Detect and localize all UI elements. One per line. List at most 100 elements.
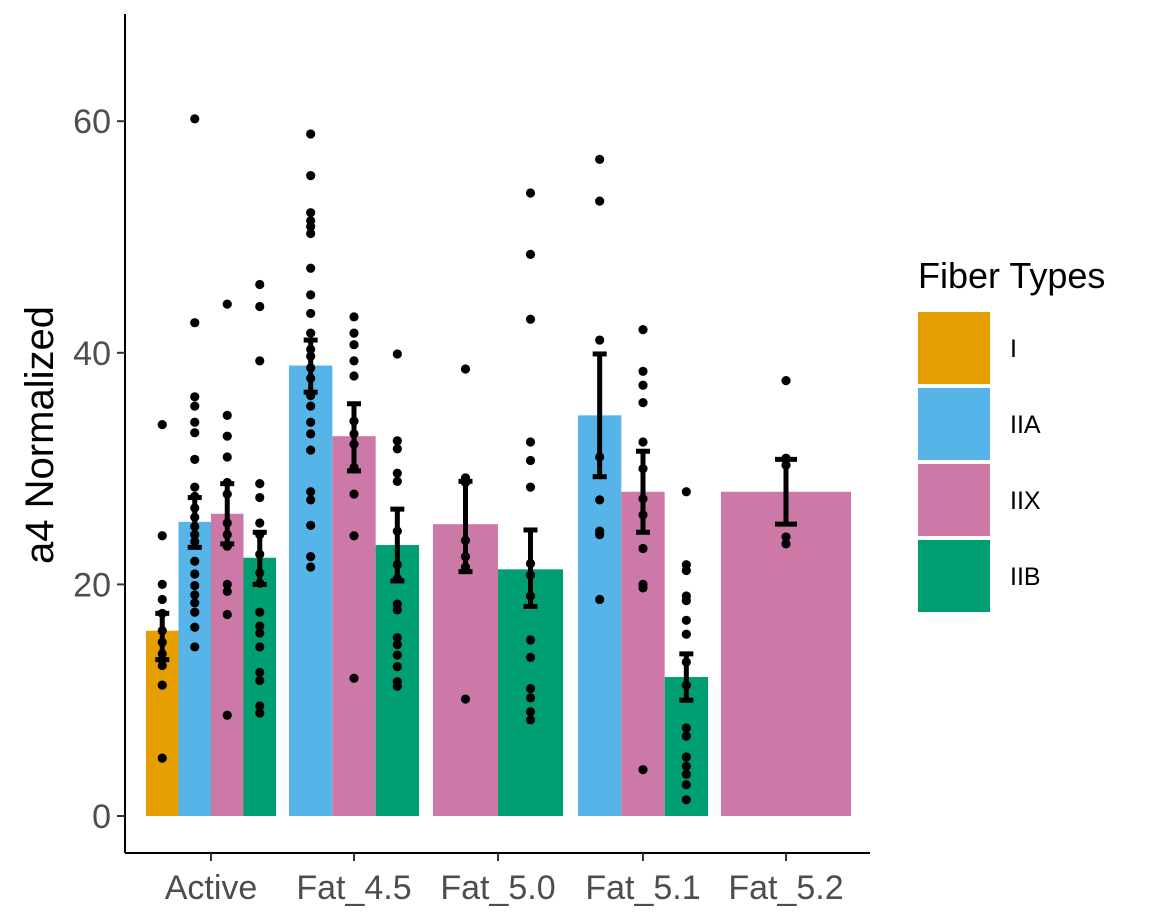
point-active-iia-18: [190, 598, 200, 608]
point-fat-4-5-iib-3: [392, 468, 402, 478]
point-fat-5-0-iib-3: [525, 437, 536, 447]
x-tick-label-fat_4.5: Fat_4.5: [296, 869, 411, 907]
legend-swatch-i: [918, 312, 990, 384]
point-active-iia-12: [190, 530, 200, 540]
point-fat-4-5-iia-19: [306, 487, 316, 497]
legend-label-iix: IIX: [1010, 487, 1041, 515]
point-fat-5-0-iib-1: [525, 249, 536, 259]
point-fat-4-5-iia-22: [306, 552, 316, 562]
bar-active-iib: [243, 557, 276, 816]
point-active-i-0: [157, 420, 167, 430]
point-active-iib-9: [255, 578, 265, 588]
point-fat-5-1-iib-2: [681, 565, 691, 576]
legend-label-iia: IIA: [1010, 411, 1041, 439]
point-fat-4-5-iib-13: [392, 662, 402, 672]
point-fat-5-0-iib-7: [525, 570, 536, 580]
axes: 0 20 40 60 Active Fat_4.5 Fat_5.0 Fat_5.1 Fat_5.…: [73, 14, 870, 907]
point-fat-5-1-iix-4: [638, 437, 648, 447]
point-active-iib-7: [255, 549, 265, 559]
legend-swatch-iia: [918, 388, 990, 460]
point-fat-4-5-iib-4: [392, 476, 402, 486]
point-active-iix-5: [222, 489, 232, 499]
point-fat-5-1-iix-11: [638, 765, 648, 775]
legend-item-iix: IIX: [918, 464, 1041, 536]
point-fat-4-5-iib-11: [392, 640, 402, 650]
point-active-iix-11: [222, 609, 232, 620]
bar-active-iia: [178, 521, 211, 816]
point-fat-4-5-iib-7: [392, 574, 402, 584]
point-active-iix-3: [222, 452, 232, 462]
point-fat-5-0-iix-5: [460, 562, 471, 572]
point-active-iia-2: [190, 392, 200, 402]
point-active-i-8: [157, 660, 167, 671]
point-fat-4-5-iib-12: [392, 650, 402, 660]
point-active-iia-10: [190, 512, 200, 522]
point-fat-5-2-iix-3: [781, 532, 791, 542]
y-tick-label-0: 0: [92, 798, 111, 836]
point-fat-5-1-iib-11: [681, 752, 691, 762]
point-active-iix-6: [222, 518, 232, 528]
point-fat-5-2-iix-0: [781, 375, 791, 386]
point-active-iia-1: [190, 318, 200, 328]
legend-item-iib: IIB: [918, 540, 1041, 612]
point-fat-5-1-iix-7: [638, 510, 648, 520]
point-fat-4-5-iia-15: [306, 401, 316, 411]
point-active-i-9: [157, 680, 167, 690]
point-fat-4-5-iia-2: [306, 208, 316, 218]
point-active-iia-6: [190, 454, 200, 464]
point-active-iia-5: [190, 428, 200, 438]
point-fat-5-0-iix-6: [460, 694, 471, 704]
point-active-iib-12: [255, 628, 265, 638]
point-fat-5-0-iix-4: [460, 552, 471, 562]
point-fat-4-5-iib-2: [392, 444, 402, 454]
point-fat-5-0-iix-2: [460, 477, 471, 488]
point-fat-4-5-iia-14: [306, 391, 316, 401]
point-fat-5-0-iib-13: [525, 707, 536, 717]
point-fat-4-5-iib-10: [392, 633, 402, 643]
point-active-iib-11: [255, 621, 265, 631]
x-tick-label-fat_5.1: Fat_5.1: [585, 869, 700, 907]
point-fat-5-0-iib-9: [525, 635, 536, 645]
point-fat-4-5-iia-4: [306, 221, 316, 232]
point-fat-5-1-iia-2: [595, 335, 605, 345]
point-active-iib-2: [255, 356, 265, 366]
point-active-iib-3: [255, 479, 265, 489]
point-fat-5-0-iib-5: [525, 482, 536, 492]
point-fat-5-0-iib-6: [525, 558, 536, 569]
point-fat-4-5-iia-6: [306, 263, 316, 273]
point-active-iib-17: [255, 708, 265, 718]
point-fat-5-1-iib-15: [681, 795, 691, 805]
point-fat-5-1-iib-6: [681, 629, 691, 639]
point-fat-4-5-iia-9: [306, 328, 316, 338]
point-active-iix-2: [222, 431, 232, 441]
point-fat-5-0-iix-0: [460, 364, 471, 374]
point-fat-4-5-iia-1: [306, 171, 316, 181]
point-fat-5-1-iib-7: [681, 657, 691, 667]
point-fat-4-5-iia-10: [306, 344, 316, 354]
point-active-iix-10: [222, 586, 232, 596]
point-fat-4-5-iia-0: [306, 129, 316, 139]
point-fat-5-2-iix-1: [781, 453, 791, 463]
point-fat-5-1-iib-4: [681, 596, 691, 606]
point-fat-4-5-iia-12: [306, 363, 316, 373]
point-fat-4-5-iia-20: [306, 495, 316, 505]
point-active-iia-11: [190, 521, 200, 532]
point-fat-5-1-iib-10: [681, 731, 691, 741]
point-active-iia-9: [190, 503, 200, 513]
point-active-iib-16: [255, 701, 265, 711]
point-active-iia-4: [190, 417, 200, 427]
point-fat-4-5-iix-0: [349, 312, 359, 322]
point-active-i-3: [157, 594, 167, 605]
x-tick-label-fat_5.2: Fat_5.2: [728, 869, 843, 907]
point-active-iib-15: [255, 675, 265, 686]
point-active-iix-7: [222, 530, 232, 540]
point-fat-4-5-iix-9: [349, 489, 359, 499]
point-fat-4-5-iix-4: [349, 371, 359, 381]
point-active-iia-16: [190, 580, 200, 591]
bar-fat-5-1-iia: [578, 415, 622, 816]
point-fat-5-1-iib-8: [681, 680, 691, 690]
point-fat-4-5-iia-17: [306, 429, 316, 439]
point-fat-5-1-iix-0: [638, 325, 648, 335]
point-fat-4-5-iib-0: [392, 349, 402, 359]
